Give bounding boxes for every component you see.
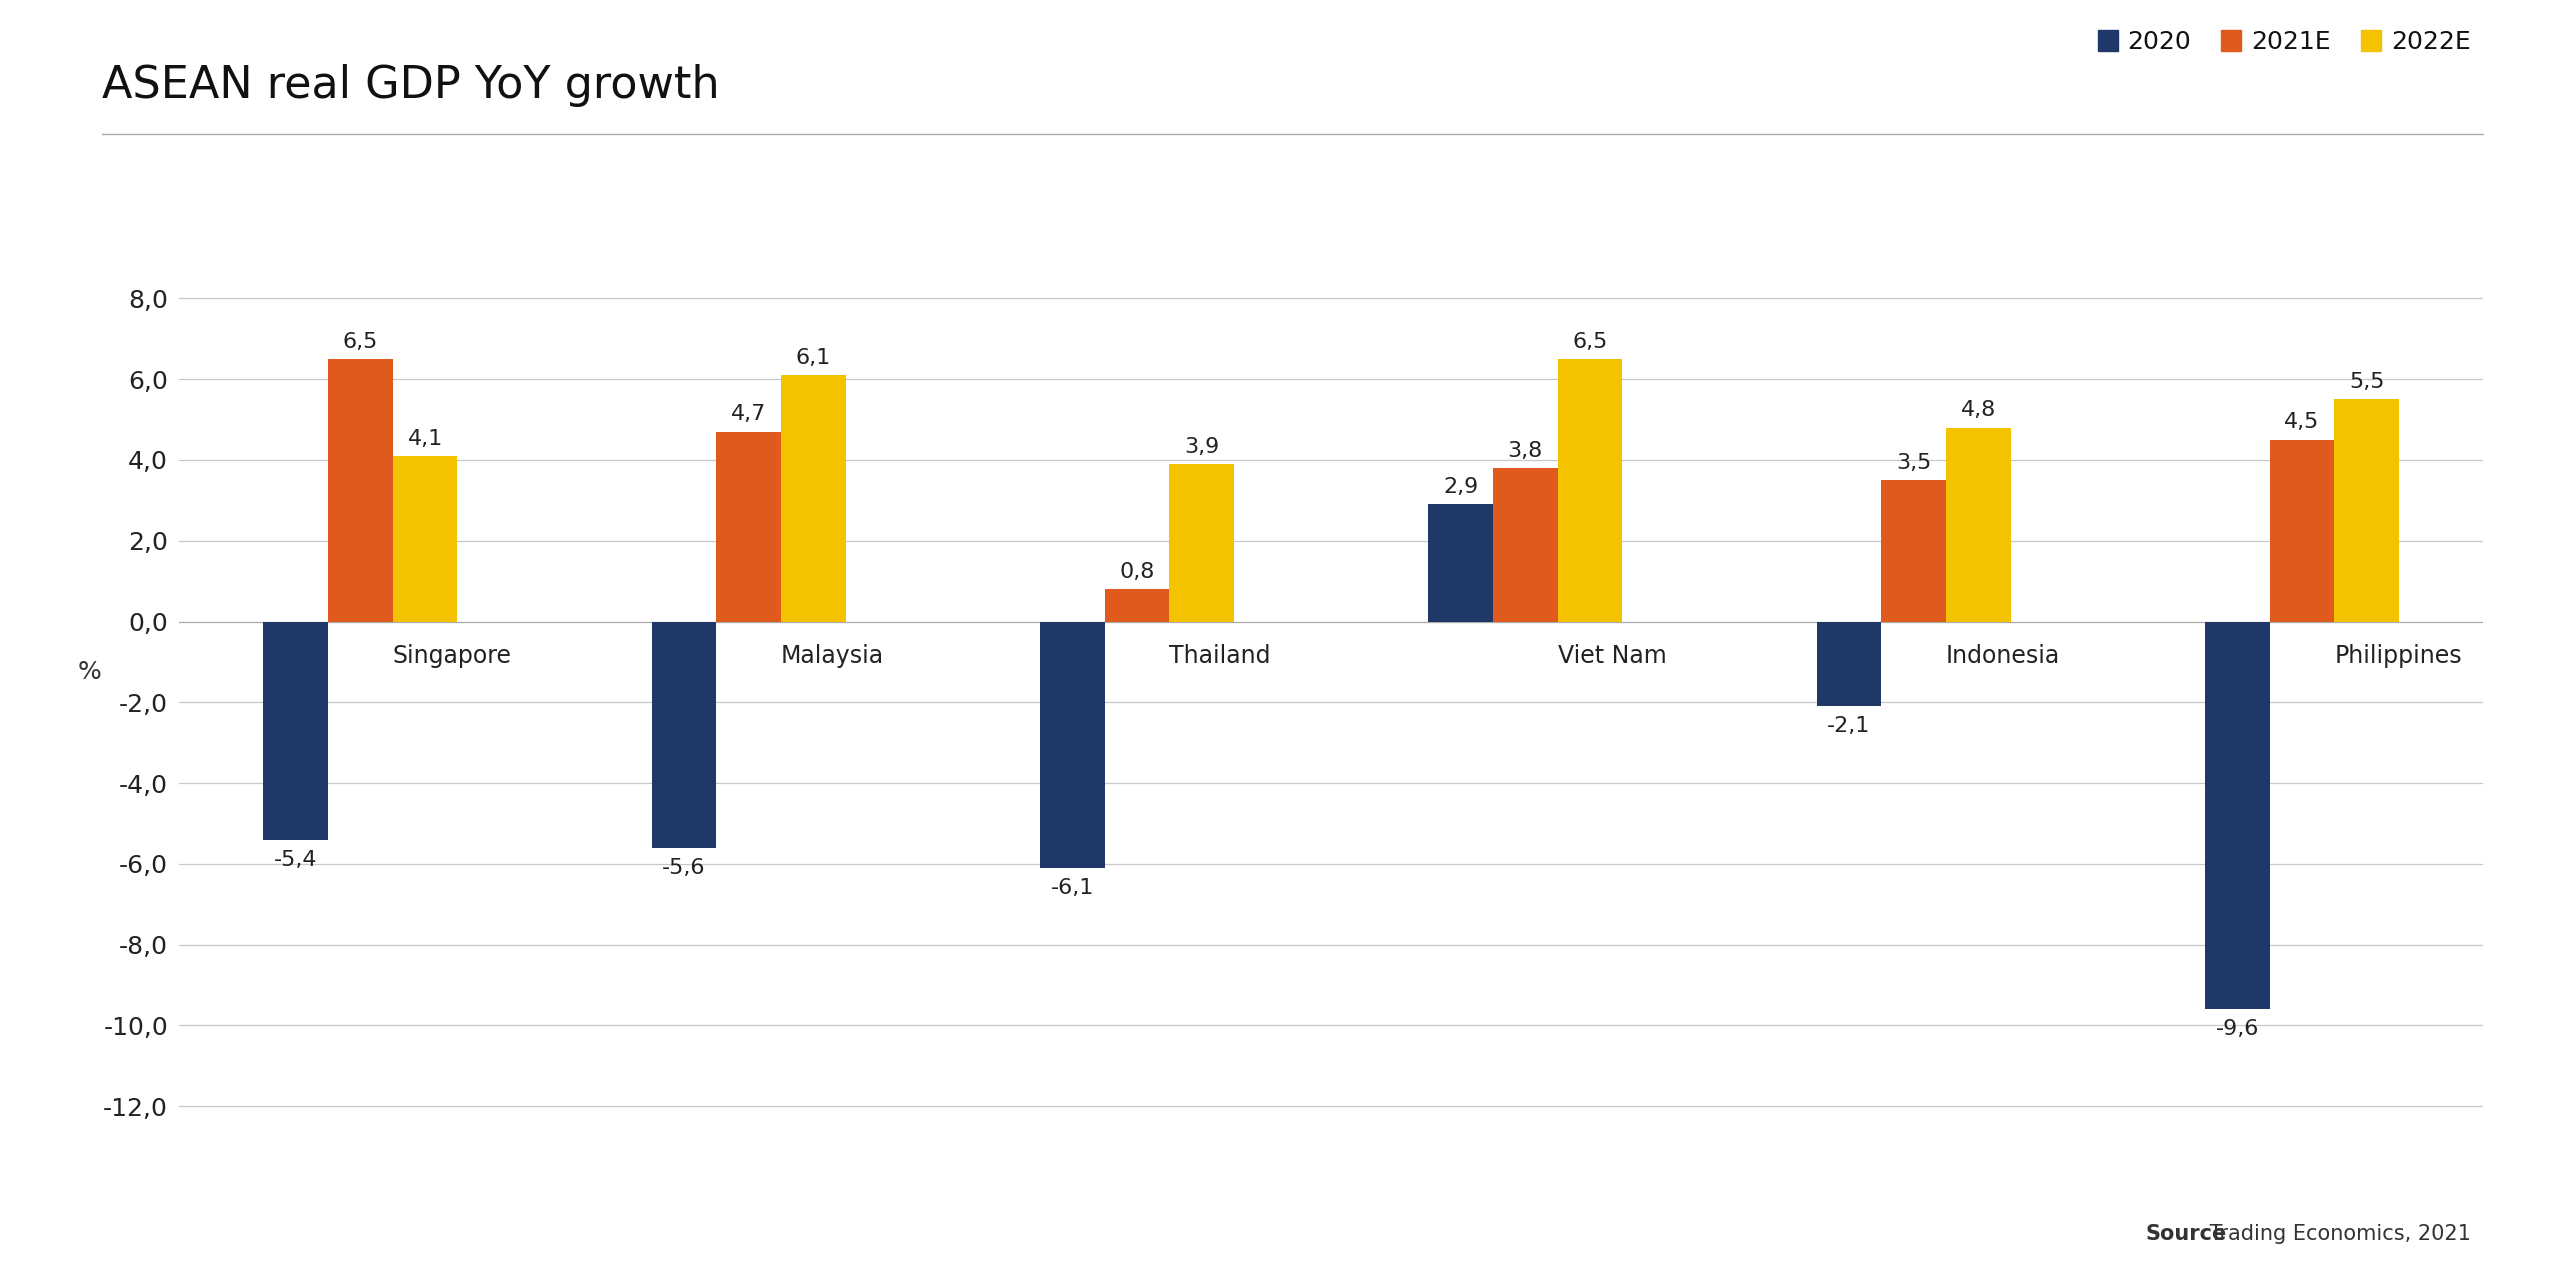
Text: 4,5: 4,5 [2284,412,2319,433]
Bar [1170,463,1234,622]
Text: -5,4: -5,4 [274,850,317,869]
Text: 4,7: 4,7 [732,404,765,425]
Bar [781,375,845,622]
Text: 3,9: 3,9 [1185,436,1219,457]
Text: -9,6: -9,6 [2214,1019,2258,1039]
Text: 6,5: 6,5 [343,332,379,352]
Text: Philippines: Philippines [2335,644,2463,668]
Text: Thailand: Thailand [1170,644,1270,668]
Text: 0,8: 0,8 [1119,562,1155,582]
Text: 6,5: 6,5 [1572,332,1608,352]
Text: ASEAN real GDP YoY growth: ASEAN real GDP YoY growth [102,64,719,108]
Bar [1492,468,1556,622]
Text: 2,9: 2,9 [1444,477,1477,497]
Bar [264,622,328,840]
Text: Malaysia: Malaysia [781,644,883,668]
Bar [2204,622,2271,1009]
Bar [2271,440,2335,622]
Bar [717,431,781,622]
Bar [1946,428,2010,622]
Text: Trading Economics, 2021: Trading Economics, 2021 [2202,1224,2470,1244]
Text: Singapore: Singapore [392,644,512,668]
Text: Indonesia: Indonesia [1946,644,2061,668]
Bar [1882,480,1946,622]
Text: -5,6: -5,6 [663,858,707,878]
Text: Source: Source [2145,1224,2227,1244]
Y-axis label: %: % [77,660,102,684]
Bar [392,456,458,622]
Text: 6,1: 6,1 [796,348,832,367]
Legend: 2020, 2021E, 2022E: 2020, 2021E, 2022E [2097,31,2470,54]
Bar [1428,504,1492,622]
Text: -2,1: -2,1 [1828,717,1871,736]
Bar [1556,358,1623,622]
Text: 5,5: 5,5 [2350,372,2383,392]
Text: -6,1: -6,1 [1050,878,1093,899]
Text: 4,1: 4,1 [407,429,443,448]
Text: 4,8: 4,8 [1961,401,1997,420]
Bar [1106,589,1170,622]
Bar [653,622,717,847]
Text: 3,5: 3,5 [1897,453,1930,472]
Text: Viet Nam: Viet Nam [1556,644,1667,668]
Text: 3,8: 3,8 [1508,440,1544,461]
Bar [328,358,392,622]
Bar [2335,399,2399,622]
Bar [1039,622,1106,868]
Bar [1818,622,1882,707]
